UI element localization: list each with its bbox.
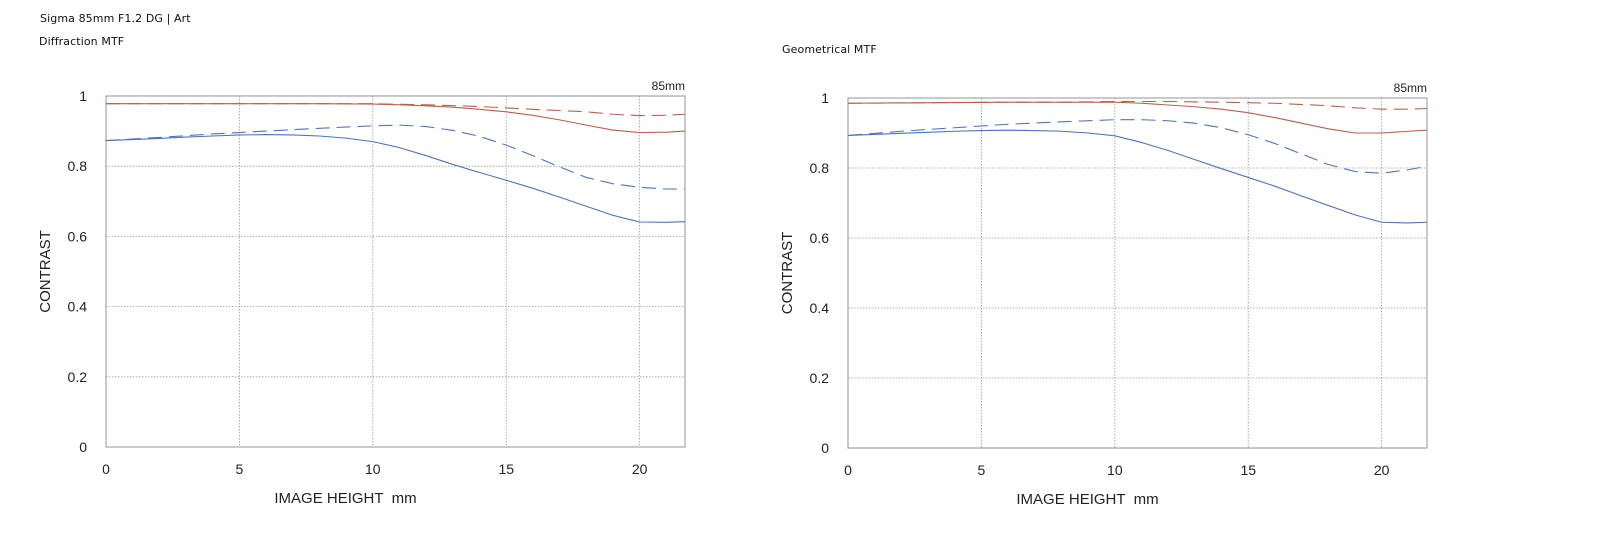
chart-2-xtick-label: 10 [1107,462,1123,478]
chart-2-series-2-line [847,100,1428,110]
chart-1-ytick-label: 1 [79,88,87,104]
product-title: Sigma 85mm F1.2 DG | Art [40,12,191,25]
chart-2-ytick-label: 0.4 [810,300,830,316]
chart-1-focal-length-label: 85mm [652,79,685,93]
chart-1-xtick-label: 5 [236,461,244,477]
chart-2-x-axis-label: IMAGE HEIGHT mm [1016,491,1158,508]
chart-1-ytick-label: 0 [79,439,87,455]
chart-1-series-4-line [105,124,685,190]
chart-1-x-axis-label: IMAGE HEIGHT mm [274,490,416,507]
chart-2-xtick-label: 20 [1374,462,1390,478]
chart-1-ytick-label: 0.8 [68,158,88,174]
chart-1-frame [105,95,686,448]
chart-2-xtick-label: 15 [1240,462,1256,478]
chart-1-xtick-label: 0 [102,461,110,477]
chart-1-xtick-label: 15 [498,461,514,477]
chart-2-ytick-label: 0 [821,440,829,456]
chart-1-ytick-label: 0.2 [68,369,88,385]
chart-1-series-3-line [105,134,686,223]
chart-2-ytick-label: 0.6 [810,230,830,246]
chart-2-series-4-line [847,119,1428,174]
chart-2-ytick-label: 1 [821,90,829,106]
chart-1-ytick-label: 0.4 [68,299,88,315]
chart-1-series-1-line [106,103,686,134]
chart-2-title: Geometrical MTF [782,43,877,56]
chart-1-y-axis-label: CONTRAST [37,230,54,313]
chart-2-focal-length-label: 85mm [1394,81,1427,95]
chart-2-ytick-label: 0.8 [810,160,830,176]
chart-1-ytick-label: 0.6 [68,228,88,244]
chart-1-series-2-line [106,103,686,117]
chart-1-title: Diffraction MTF [39,35,125,48]
chart-2-frame [847,97,1428,449]
chart-2-ytick-label: 0.2 [810,370,830,386]
chart-2-xtick-label: 0 [844,462,852,478]
chart-2-y-axis-label: CONTRAST [779,232,796,315]
chart-2-xtick-label: 5 [978,462,986,478]
chart-2-series-3-line [847,129,1428,224]
chart-1-xtick-label: 20 [632,461,648,477]
chart-1-xtick-label: 10 [365,461,381,477]
